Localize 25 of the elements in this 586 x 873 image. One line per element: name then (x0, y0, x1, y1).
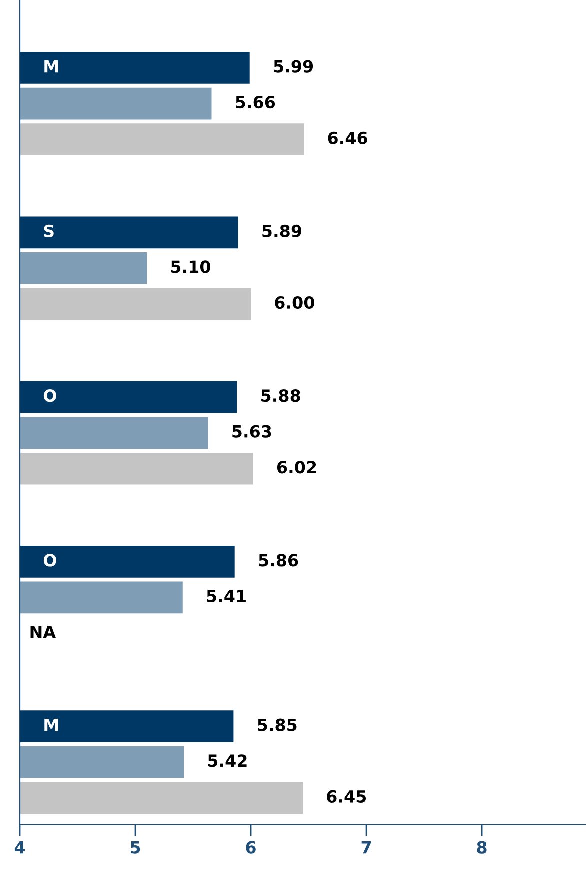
y-tick-label: S (44, 224, 54, 238)
text: NA (30, 626, 56, 638)
data-label: 5.88 (262, 390, 300, 402)
data-label: 5.63 (232, 425, 272, 438)
y-tick-label: O (44, 390, 56, 402)
y-tick-label: M (44, 60, 58, 73)
data-label: 5.99 (274, 60, 314, 73)
data-label: 5.86 (259, 554, 298, 567)
data-label: 5.10 (171, 260, 210, 274)
y-tick-label: O (44, 554, 56, 567)
data-label: 5.89 (262, 224, 302, 238)
data-label: 6.02 (277, 461, 316, 474)
x-tick-label: 8 (477, 841, 487, 854)
data-label: 6.45 (327, 790, 366, 803)
data-label: 5.42 (208, 754, 247, 768)
data-label: 5.85 (258, 718, 297, 732)
x-tick-label: 5 (131, 841, 140, 854)
x-tick-label: 6 (246, 841, 256, 854)
y-tick-label: M (44, 719, 58, 732)
x-tick-label: 7 (362, 841, 372, 854)
data-label: 6.46 (328, 132, 368, 144)
x-tick-label: 4 (14, 841, 26, 854)
data-label: 5.41 (207, 590, 246, 603)
data-label: 6.00 (275, 296, 314, 310)
data-label: 5.66 (236, 96, 276, 109)
